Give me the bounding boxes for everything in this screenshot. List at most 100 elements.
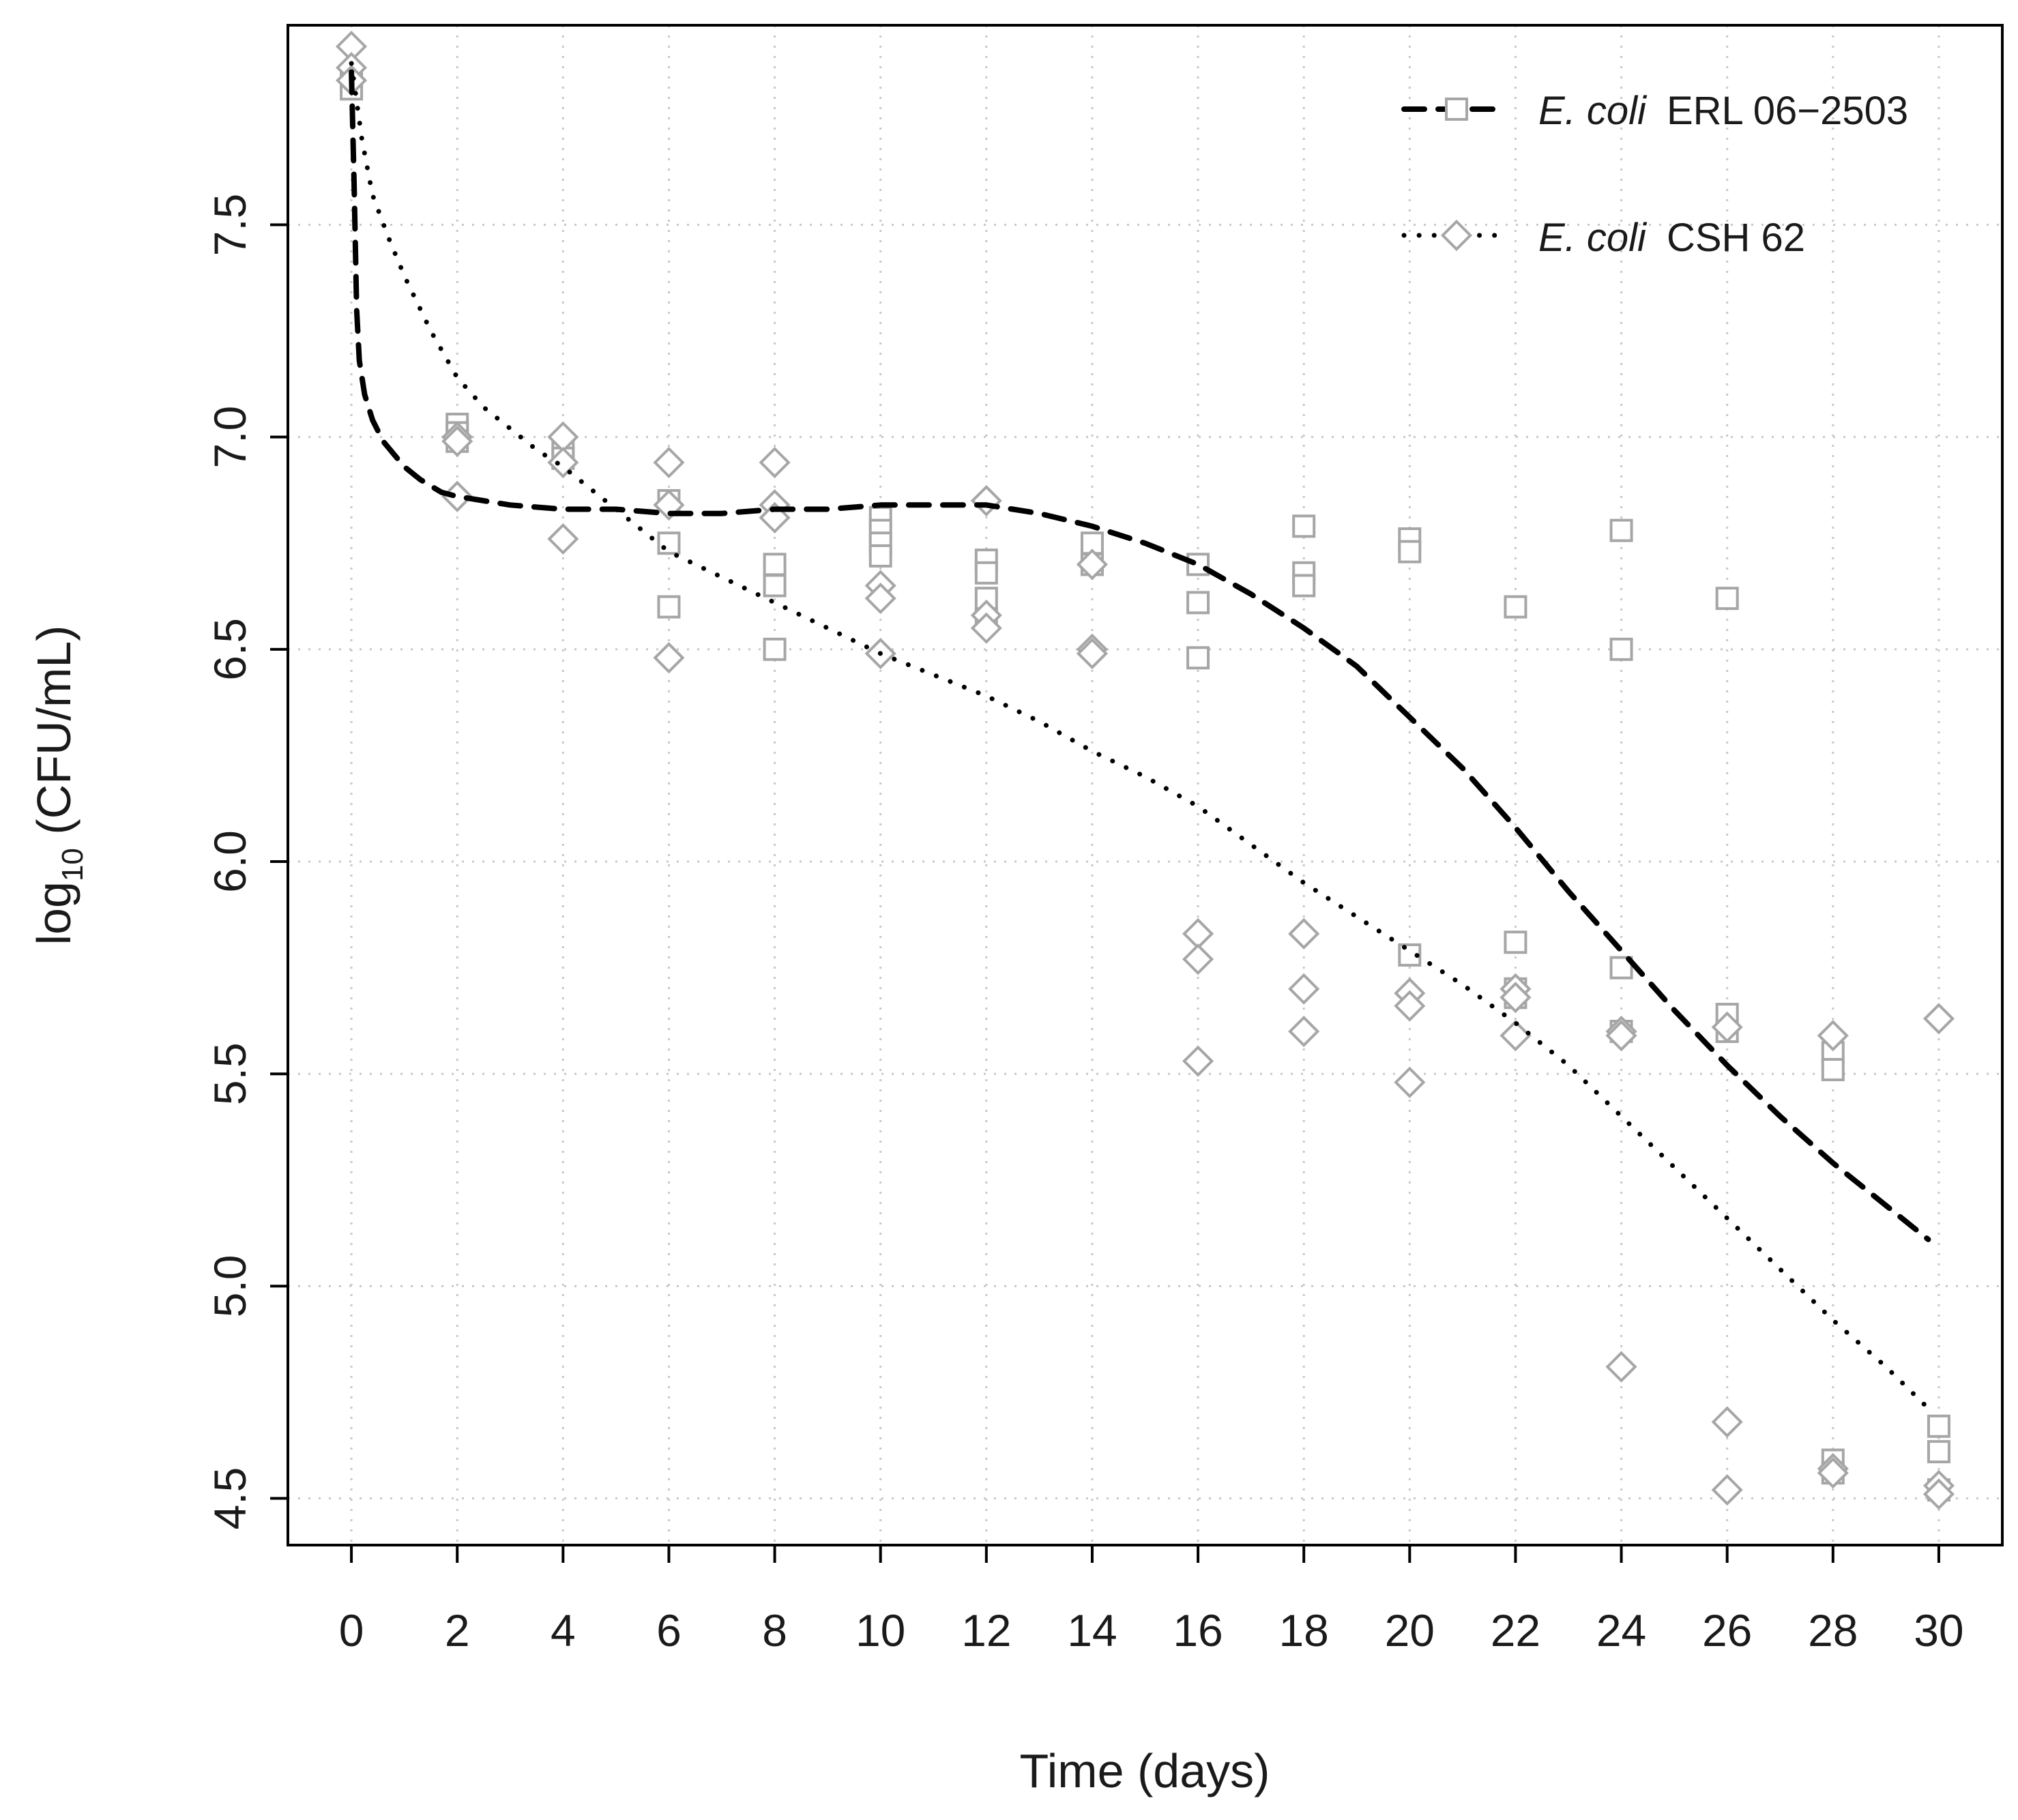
point-diamond-1-38 xyxy=(1605,1351,1637,1383)
point-diamond-1-32 xyxy=(1394,1066,1426,1098)
point-diamond-1-37 xyxy=(1605,1020,1637,1052)
curves-layer xyxy=(349,61,1936,1416)
legend-label-csh-italic: E. coli xyxy=(1538,216,1648,260)
x-tick-label-4: 4 xyxy=(551,1605,576,1656)
point-diamond-1-42 xyxy=(1817,1020,1849,1052)
y-axis: 4.5 5.0 5.5 6.0 6.5 7.0 7.5 xyxy=(205,194,289,1530)
x-tick-label-30: 30 xyxy=(1914,1605,1963,1656)
point-diamond-1-34 xyxy=(1500,982,1532,1014)
point-diamond-1-31 xyxy=(1394,990,1426,1022)
points-layer xyxy=(335,31,1955,1510)
legend-label-erl: E. coli ERL 06−2503 xyxy=(1538,89,1908,133)
point-square-0-10 xyxy=(657,595,681,619)
legend-label-csh: E. coli CSH 62 xyxy=(1538,216,1805,260)
point-square-0-19 xyxy=(974,561,998,585)
x-tick-label-6: 6 xyxy=(656,1605,682,1656)
point-diamond-1-26 xyxy=(1182,1045,1214,1077)
legend-glyph-erl xyxy=(1401,98,1498,121)
point-diamond-1-27 xyxy=(1288,918,1320,950)
point-diamond-1-45 xyxy=(1922,1003,1955,1035)
legend-marker-1 xyxy=(1440,219,1473,252)
point-diamond-1-20 xyxy=(970,612,1002,644)
point-diamond-1-25 xyxy=(1182,943,1214,975)
point-diamond-1-28 xyxy=(1288,973,1320,1005)
point-square-0-26 xyxy=(1186,591,1210,615)
point-diamond-1-4 xyxy=(441,425,473,457)
x-tick-label-26: 26 xyxy=(1702,1605,1752,1656)
series-line-0 xyxy=(349,69,1931,1242)
point-diamond-1-29 xyxy=(1288,1015,1320,1048)
point-diamond-1-16 xyxy=(864,583,896,615)
point-square-0-12 xyxy=(763,574,787,598)
point-square-0-38 xyxy=(1609,518,1633,542)
point-square-0-30 xyxy=(1292,574,1316,598)
x-tick-label-10: 10 xyxy=(856,1605,905,1656)
x-axis: 0 2 4 6 8 10 12 14 16 18 20 22 24 26 28 30 xyxy=(339,1544,1964,1656)
point-diamond-1-23 xyxy=(1076,637,1109,670)
point-diamond-1-24 xyxy=(1182,918,1214,950)
legend-marker-0 xyxy=(1445,98,1468,121)
point-square-0-28 xyxy=(1292,514,1316,538)
point-square-0-50 xyxy=(1927,1440,1950,1464)
x-tick-label-2: 2 xyxy=(445,1605,470,1656)
point-square-0-42 xyxy=(1715,587,1739,611)
x-tick-label-20: 20 xyxy=(1385,1605,1435,1656)
point-square-0-13 xyxy=(763,637,787,661)
x-tick-label-14: 14 xyxy=(1067,1605,1117,1656)
point-square-0-35 xyxy=(1504,930,1527,954)
legend-glyph-csh xyxy=(1401,219,1498,252)
point-diamond-1-8 xyxy=(547,523,579,555)
point-square-0-11 xyxy=(763,553,787,576)
point-diamond-1-18 xyxy=(970,484,1002,517)
point-square-0-9 xyxy=(657,531,681,555)
x-tick-label-28: 28 xyxy=(1808,1605,1858,1656)
x-tick-label-22: 22 xyxy=(1491,1605,1540,1656)
y-axis-title: log10 (CFU/mL) xyxy=(27,626,89,945)
legend-label-erl-italic: E. coli xyxy=(1538,89,1648,133)
point-square-0-17 xyxy=(868,544,892,568)
point-square-0-27 xyxy=(1186,646,1210,670)
point-square-0-34 xyxy=(1504,595,1527,619)
point-diamond-1-35 xyxy=(1500,1020,1532,1052)
point-square-0-32 xyxy=(1398,540,1422,563)
point-diamond-1-11 xyxy=(653,642,685,674)
point-square-0-46 xyxy=(1821,1057,1845,1081)
point-diamond-1-44 xyxy=(1817,1457,1849,1489)
legend-label-erl-rest: ERL 06−2503 xyxy=(1667,89,1908,133)
x-tick-label-0: 0 xyxy=(339,1605,364,1656)
point-diamond-1-9 xyxy=(653,446,685,479)
y-axis-title-suffix: (CFU/mL) xyxy=(27,626,81,849)
y-axis-title-prefix: log xyxy=(27,881,81,945)
point-diamond-1-47 xyxy=(1922,1478,1955,1510)
y-tick-label-5.5: 5.5 xyxy=(205,1042,255,1105)
legend: E. coli ERL 06−2503 E. coli CSH 62 xyxy=(1401,89,1908,260)
point-square-0-39 xyxy=(1609,637,1633,661)
point-diamond-1-39 xyxy=(1711,1011,1743,1043)
x-tick-label-8: 8 xyxy=(762,1605,787,1656)
x-tick-label-18: 18 xyxy=(1278,1605,1328,1656)
legend-entry-erl: E. coli ERL 06−2503 xyxy=(1401,89,1908,133)
y-tick-label-7.0: 7.0 xyxy=(205,406,255,469)
y-tick-label-4.5: 4.5 xyxy=(205,1467,255,1530)
x-tick-label-24: 24 xyxy=(1596,1605,1646,1656)
x-axis-title: Time (days) xyxy=(1020,1744,1270,1797)
series-line-1 xyxy=(349,61,1936,1416)
legend-entry-csh: E. coli CSH 62 xyxy=(1401,216,1805,260)
point-diamond-1-12 xyxy=(759,446,791,479)
legend-label-csh-rest: CSH 62 xyxy=(1667,216,1805,260)
point-square-0-49 xyxy=(1927,1414,1950,1438)
y-tick-label-6.0: 6.0 xyxy=(205,830,255,893)
point-diamond-1-21 xyxy=(1076,548,1109,581)
point-diamond-1-40 xyxy=(1711,1406,1743,1438)
y-tick-label-5.0: 5.0 xyxy=(205,1254,255,1317)
point-diamond-1-7 xyxy=(547,446,579,479)
y-tick-label-7.5: 7.5 xyxy=(205,194,255,256)
x-tick-label-12: 12 xyxy=(961,1605,1011,1656)
point-diamond-1-41 xyxy=(1711,1474,1743,1506)
y-tick-label-6.5: 6.5 xyxy=(205,618,255,681)
y-axis-title-subscript: 10 xyxy=(56,848,89,881)
point-square-0-22 xyxy=(1080,531,1104,555)
x-tick-label-16: 16 xyxy=(1173,1605,1223,1656)
